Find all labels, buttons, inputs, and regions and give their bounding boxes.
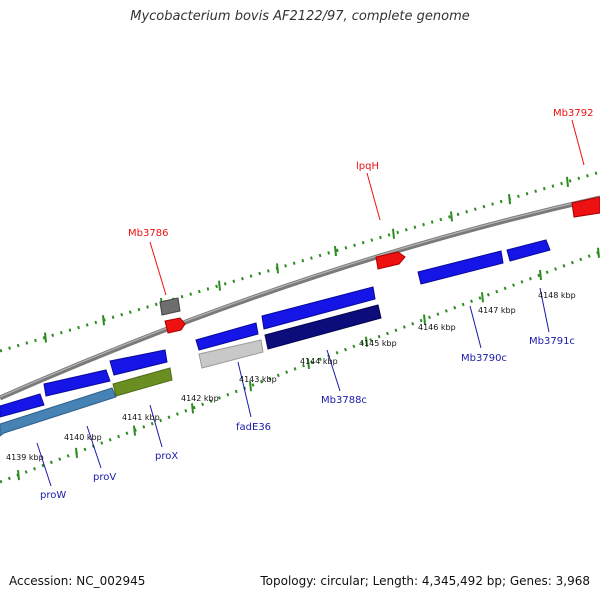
gene-label-mb3786: Mb3786 [128,228,168,239]
gene-steelblue [0,387,117,437]
major-tick-mark [481,292,484,303]
kbp-tick-labels: 4139 kbp 4140 kbp 4141 kbp 4142 kbp 4143… [6,291,576,462]
leader-line [326,349,341,392]
genome-backbone-highlight [0,196,600,398]
kbp-tick-label: 4148 kbp [538,291,576,300]
major-tick-mark [276,263,279,274]
major-tick-mark [365,336,368,347]
major-tick-mark [218,280,221,291]
major-tick-mark [17,470,20,481]
gene-blue [109,349,168,376]
gene-label-mb3792: Mb3792 [553,108,593,119]
kbp-tick-label: 4145 kbp [359,339,397,348]
gene-blue [417,250,504,285]
topology-text: Topology: circular; Length: 4,345,492 bp… [260,574,590,588]
major-tick-mark [423,314,426,325]
leader-line [36,442,52,487]
leader-line [86,425,102,469]
kbp-tick-label: 4144 kbp [300,357,338,366]
gene-label-prow: proW [40,490,66,501]
kbp-tick-label: 4147 kbp [478,306,516,315]
gene-label-mb3790c: Mb3790c [461,353,507,364]
major-tick-mark [539,269,542,281]
kbp-tick-label: 4140 kbp [64,433,102,442]
accession-text: Accession: NC_002945 [9,574,146,588]
gene-label-fade36: fadE36 [236,422,271,433]
major-tick-mark [44,332,47,343]
leader-line [237,361,252,418]
major-tick-mark [392,228,395,239]
kbp-tick-label: 4143 kbp [239,375,277,384]
inner-tick-line [0,250,600,484]
leader-line [366,172,381,221]
major-tick-mark [75,447,78,458]
major-tick-mark [191,403,194,414]
gene-blue [43,369,111,397]
leader-line [571,119,585,166]
major-tick-mark [566,176,569,187]
gene-red [375,251,406,270]
gene-blue [506,239,551,262]
gene-label-mb3791c: Mb3791c [529,336,575,347]
label-leaders [36,119,585,487]
kbp-tick-label: 4139 kbp [6,453,44,462]
major-tick-mark [307,358,310,370]
map-title: Mycobacterium bovis AF2122/97, complete … [130,9,470,24]
major-tick-mark [597,247,600,258]
major-tick-mark [133,425,136,436]
gene-red [571,196,600,218]
major-tick-mark [450,211,453,222]
kbp-tick-label: 4142 kbp [181,394,219,403]
gene-label-prox: proX [155,451,178,462]
major-ticks [17,176,600,481]
gene-blue [261,286,376,330]
gene-blue [195,322,259,351]
gene-blue [0,393,45,418]
leader-line [149,241,167,296]
gene-gray [159,297,181,316]
genome-backbone [0,195,600,401]
leader-line [469,305,482,349]
gene-navy [264,304,382,350]
gene-label-prov: proV [93,472,116,483]
leader-line [149,404,163,448]
leader-line [539,287,550,333]
gene-features [0,196,600,437]
gene-red [164,317,186,334]
gene-lightgray [198,339,264,369]
kbp-tick-label: 4146 kbp [418,323,456,332]
gene-labels: proW proV proX fadE36 Mb3788c Mb3790c Mb… [40,108,593,501]
gene-label-lpqh: lpqH [356,161,379,172]
major-tick-mark [249,381,252,392]
major-tick-mark [508,194,511,205]
major-tick-mark [334,245,337,257]
kbp-tick-label: 4141 kbp [122,413,160,422]
gene-olive [112,367,173,397]
gene-label-mb3788c: Mb3788c [321,395,367,406]
major-tick-mark [102,315,105,326]
